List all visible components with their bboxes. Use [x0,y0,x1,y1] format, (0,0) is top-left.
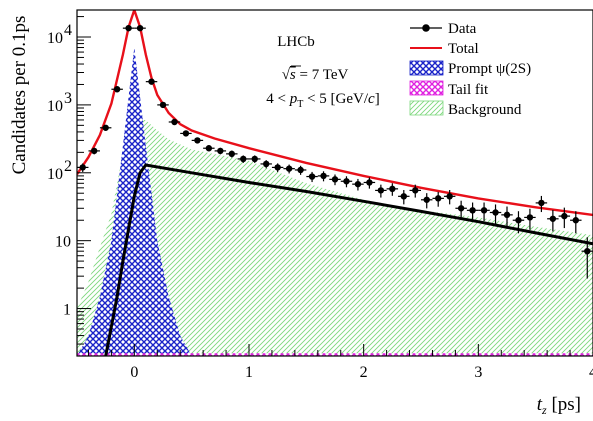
data-point [306,171,318,183]
data-point [294,165,307,175]
data-point [466,202,479,221]
data-point [99,124,112,131]
data-point [386,183,399,196]
data-point [122,24,135,32]
y-tick-label: 1 [63,302,71,319]
data-point [260,160,272,169]
svg-text:Background: Background [448,102,522,118]
data-point [478,202,490,221]
data-point [421,193,433,209]
data-point [77,163,89,173]
data-point [524,208,536,230]
data-point [432,191,444,207]
data-point [317,171,330,182]
svg-text:Data: Data [448,21,477,37]
data-point [340,176,353,188]
background-area [77,120,593,356]
y-tick-label: 10 [47,98,63,115]
y-tick-label: 10 [55,234,71,251]
data-point [249,155,261,163]
data-point [168,118,181,126]
x-tick-label: 2 [360,364,368,381]
x-tick-label: 3 [474,364,482,381]
experiment-label: LHCb [277,34,315,50]
y-tick-exponent: 4 [64,22,72,39]
y-axis-title: Candidates per 0.1ps [9,16,30,175]
legend: Data Total Prompt ψ(2S) Tail fit Backgro… [409,21,531,118]
data-point [145,78,158,85]
data-point [88,147,100,155]
data-point [134,24,146,32]
data-point [191,137,204,144]
data-point [180,130,192,137]
svg-text:Prompt ψ(2S): Prompt ψ(2S) [448,61,531,77]
data-point [157,101,169,109]
tail-fit-area [77,353,593,356]
svg-text:Total: Total [448,41,479,57]
data-point [409,184,421,198]
annotations: LHCb √s = 7 TeV 4 < pT < 5 [GeV/c] [266,34,379,110]
data-point [455,200,467,219]
data-point [512,211,525,234]
signal-component-line [104,163,593,356]
data-point [352,178,364,191]
y-tick-exponent: 2 [64,158,72,175]
data-point [214,147,227,155]
svg-text:Tail fit: Tail fit [448,82,489,98]
data-point [111,86,123,93]
x-tick-label: 1 [245,364,253,381]
data-point [329,174,341,186]
data-point [443,190,456,205]
y-tick-label: 10 [47,30,63,47]
data-point [581,237,593,279]
x-tick-label: 4 [589,364,593,381]
legend-item-data: Data [410,21,477,37]
legend-item-background: Background [409,100,522,118]
legend-item-tail-fit: Tail fit [409,80,489,98]
data-point [375,184,387,198]
data-point [570,211,582,234]
data-point [363,177,376,189]
legend-item-total: Total [410,41,479,57]
y-tick-exponent: 3 [64,90,72,107]
data-point [535,195,548,213]
energy-label: √s = 7 TeV [282,67,349,83]
data-point [283,164,295,174]
data-point [501,206,513,227]
data-point [547,209,559,232]
data-point [226,150,238,158]
y-tick-label: 10 [47,166,63,183]
legend-item-prompt: Prompt ψ(2S) [409,60,531,77]
kinematic-bin-label: 4 < pT < 5 [GeV/c] [266,91,379,110]
data-point [271,163,284,173]
data-point [237,155,249,163]
data-point [203,145,215,152]
data-point [489,204,502,224]
data-point [398,190,410,205]
x-tick-label: 0 [130,364,138,381]
data-point [558,207,571,229]
x-axis-title: tz [ps] [537,394,581,417]
